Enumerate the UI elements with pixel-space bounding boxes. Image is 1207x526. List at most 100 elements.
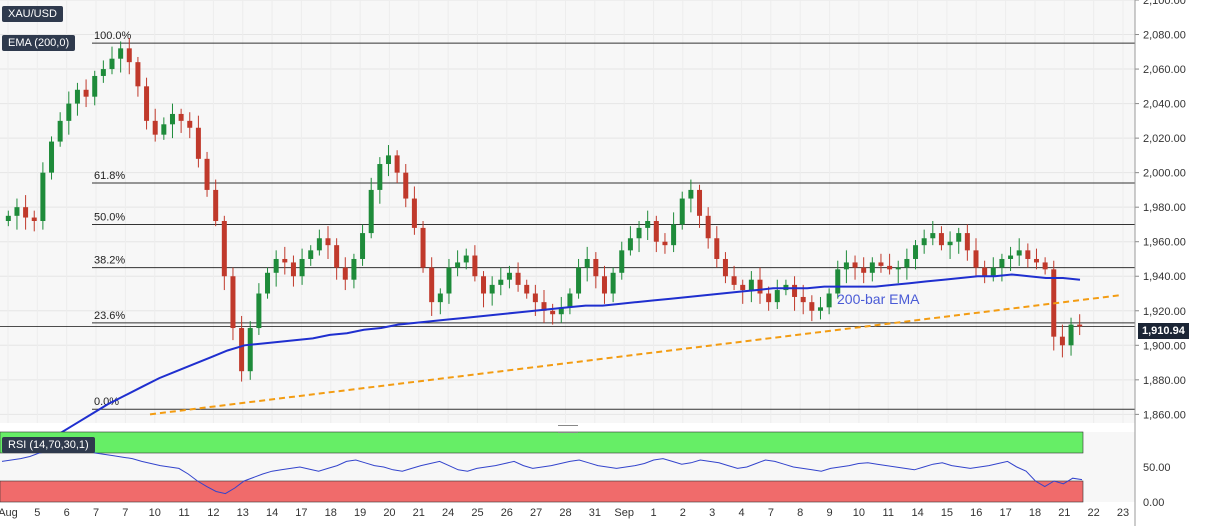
candle-body (697, 189, 703, 216)
candle-body (593, 258, 599, 277)
candle-body (66, 103, 72, 121)
candle-body (204, 158, 210, 190)
y-tick-label: 1,960.00 (1143, 237, 1186, 249)
candle-body (1059, 336, 1065, 346)
y-tick-label: 1,920.00 (1143, 306, 1186, 318)
candle-body (740, 284, 746, 291)
candle-body (731, 276, 737, 285)
instrument-label[interactable]: XAU/USD (2, 6, 63, 22)
candle-body (403, 172, 409, 199)
candle-body (213, 189, 219, 221)
candle-body (472, 255, 478, 277)
candle-body (601, 276, 607, 294)
y-tick-label: 1,940.00 (1143, 271, 1186, 283)
candle-body (239, 328, 245, 372)
fib-label: 23.6% (94, 310, 125, 322)
candle-body (835, 269, 841, 294)
x-tick-label: 21 (413, 507, 425, 519)
candle-body (334, 245, 340, 268)
candle-body (385, 155, 391, 165)
candle-body (429, 267, 435, 303)
candle-body (23, 207, 29, 218)
candle-body (1042, 262, 1048, 270)
candle-body (221, 220, 227, 277)
candle-body (800, 296, 806, 303)
y-tick-label: 1,980.00 (1143, 202, 1186, 214)
x-tick-label: 3 (709, 507, 715, 519)
rsi-indicator-label[interactable]: RSI (14,70,30,1) (2, 437, 95, 453)
candle-body (558, 307, 564, 315)
candle-body (809, 302, 815, 311)
y-tick-label: 2,040.00 (1143, 99, 1186, 111)
candle-body (524, 284, 530, 294)
candle-body (964, 233, 970, 251)
x-tick-label: 11 (178, 507, 189, 519)
x-tick-label: 26 (501, 507, 513, 519)
x-tick-label: 12 (207, 507, 219, 519)
y-tick-label: 2,100.00 (1143, 0, 1186, 7)
candle-body (325, 238, 331, 246)
candle-body (195, 127, 201, 159)
candle-body (636, 227, 642, 239)
y-tick-label: 1,900.00 (1143, 340, 1186, 352)
y-axis: 2,100.00 2,080.00 2,060.00 2,040.00 2,020.00… (1134, 0, 1186, 526)
y-tick-label: 1,880.00 (1143, 375, 1186, 387)
candle-body (394, 155, 400, 173)
candle-body (973, 250, 979, 268)
candle-body (360, 233, 366, 259)
x-tick-label: 19 (354, 507, 366, 519)
candle-body (887, 265, 893, 270)
panel-resize-handle[interactable] (558, 425, 578, 433)
candle-body (748, 279, 754, 291)
candle-body (645, 220, 651, 228)
x-tick-label: 24 (442, 507, 454, 519)
ema-indicator-label[interactable]: EMA (200,0) (2, 35, 76, 51)
x-tick-label: 1 (650, 507, 656, 519)
x-tick-label: 18 (325, 507, 337, 519)
x-tick-label: 17 (1000, 507, 1012, 519)
candle-body (83, 89, 89, 97)
candle-body (455, 262, 461, 268)
candle-body (627, 238, 633, 251)
candle-body (57, 120, 63, 142)
y-tick-label: 2,060.00 (1143, 64, 1186, 76)
candle-body (351, 258, 357, 280)
fib-label: 0.0% (94, 396, 119, 408)
candle-body (420, 227, 426, 268)
ema-path (39, 273, 1081, 445)
candle-body (904, 258, 910, 268)
candle-body (1008, 255, 1014, 259)
trendline-path (149, 294, 1121, 416)
candle-body (869, 262, 875, 273)
x-tick-label: 7 (768, 507, 774, 519)
candle-body (169, 113, 175, 125)
candle-body (446, 267, 452, 294)
x-tick-label: 2 (680, 507, 686, 519)
grid (0, 0, 1135, 415)
candle-body (1016, 250, 1022, 256)
candle-body (930, 233, 936, 239)
candle-body (982, 267, 988, 277)
x-tick-label: Sep (614, 507, 634, 519)
candle-body (999, 258, 1005, 268)
candle-body (722, 258, 728, 277)
fib-label: 61.8% (94, 170, 125, 182)
candle-body (532, 293, 538, 303)
rsi-panel (0, 431, 1084, 503)
candle-body (74, 89, 80, 104)
x-tick-label: 13 (237, 507, 249, 519)
candle-body (498, 279, 504, 285)
candle-body (921, 238, 927, 246)
candle-body (826, 293, 832, 308)
candle-body (144, 86, 150, 121)
candle-body (714, 238, 720, 259)
candle-body (282, 258, 288, 263)
fib-label: 38.2% (94, 255, 125, 267)
x-tick-label: 25 (471, 507, 483, 519)
candle-body (1077, 324, 1083, 327)
candle-body (861, 267, 867, 273)
x-tick-label: 11 (883, 507, 894, 519)
candle-body (411, 198, 417, 228)
x-tick-label: 9 (827, 507, 833, 519)
candle-body (990, 267, 996, 277)
